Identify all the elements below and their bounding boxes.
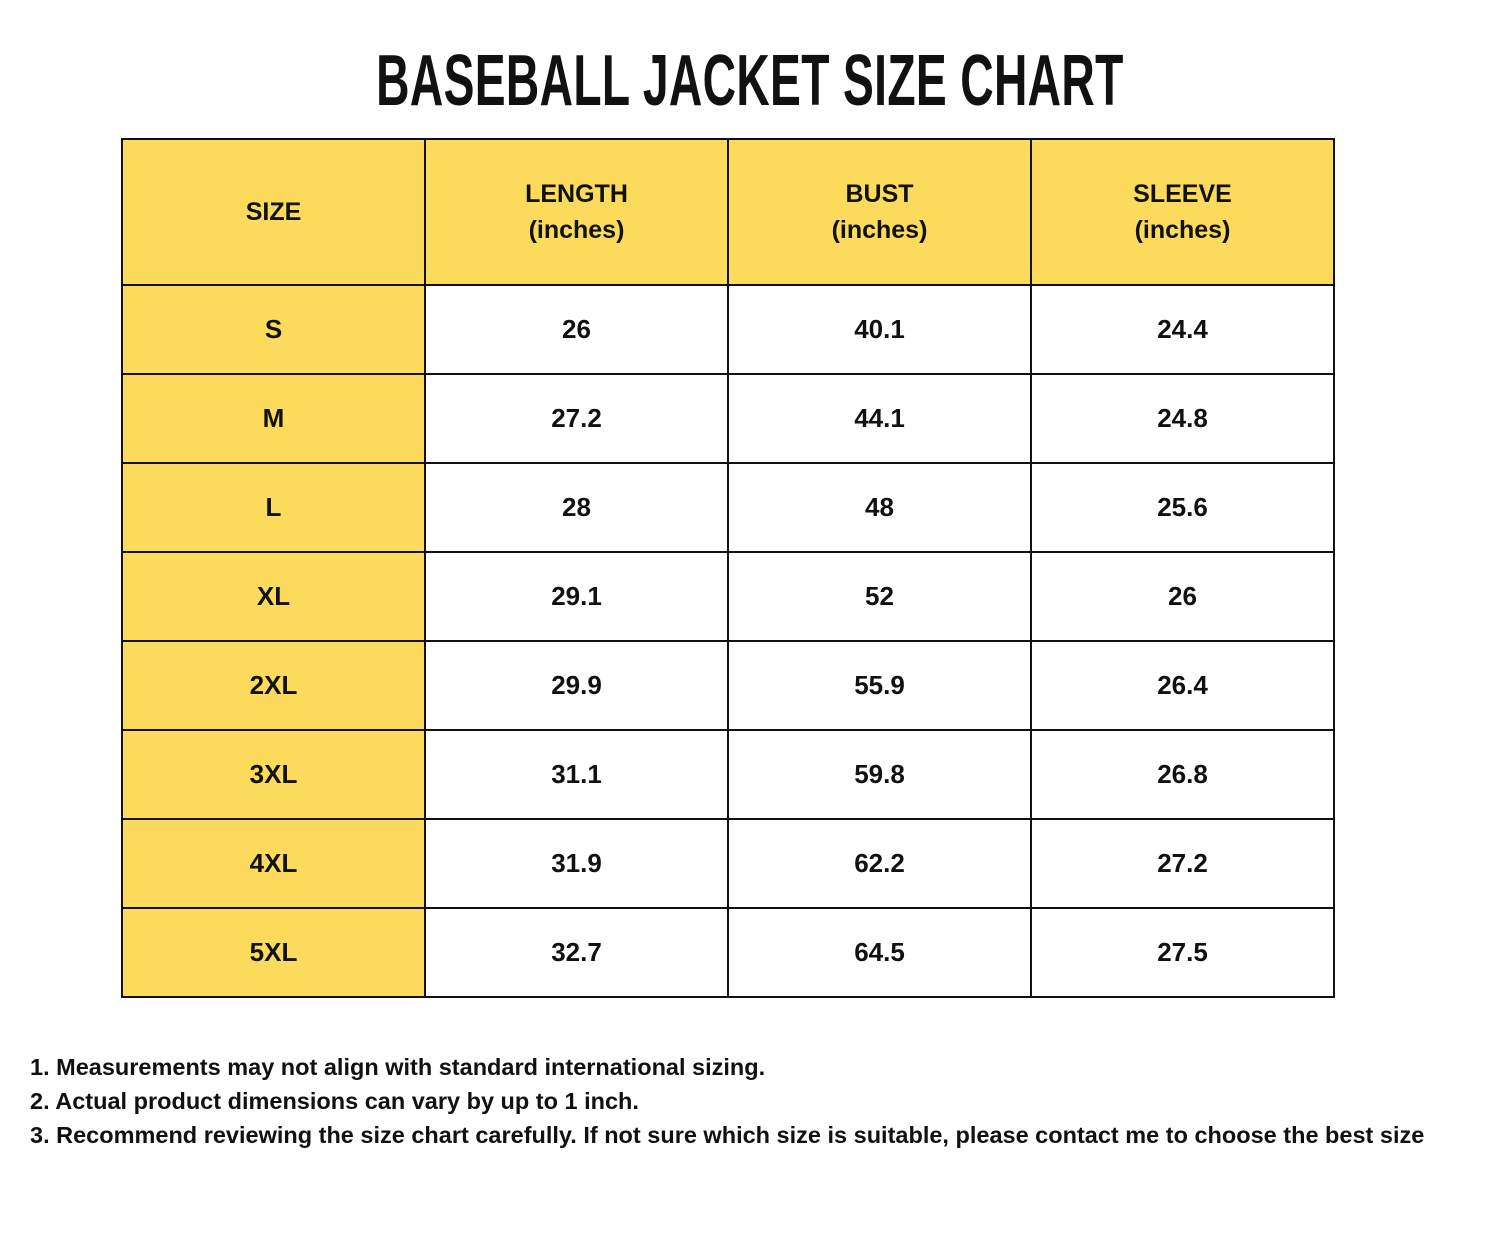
sleeve-value: 25.6 (1030, 462, 1335, 553)
length-value: 31.1 (424, 729, 729, 820)
bust-value: 62.2 (727, 818, 1032, 909)
sleeve-value: 24.4 (1030, 284, 1335, 375)
size-label: M (121, 373, 426, 464)
size-label: 4XL (121, 818, 426, 909)
footnotes: 1. Measurements may not align with stand… (30, 1050, 1500, 1152)
bust-value: 52 (727, 551, 1032, 642)
table-row-m: M 27.2 44.1 24.8 (121, 373, 1335, 464)
table-row-l: L 28 48 25.6 (121, 462, 1335, 553)
header-cell-sleeve: SLEEVE (inches) (1030, 138, 1335, 286)
length-value: 26 (424, 284, 729, 375)
table-row-5xl: 5XL 32.7 64.5 27.5 (121, 907, 1335, 998)
table-row-3xl: 3XL 31.1 59.8 26.8 (121, 729, 1335, 820)
size-label: S (121, 284, 426, 375)
header-label: SIZE (245, 197, 302, 226)
footnote-2: 2. Actual product dimensions can vary by… (30, 1088, 639, 1114)
length-value: 32.7 (424, 907, 729, 998)
length-value: 27.2 (424, 373, 729, 464)
sleeve-value: 24.8 (1030, 373, 1335, 464)
sleeve-value: 27.5 (1030, 907, 1335, 998)
table-body: S 26 40.1 24.4 M 27.2 44.1 24.8 L 28 48 … (121, 284, 1335, 998)
sleeve-value: 27.2 (1030, 818, 1335, 909)
header-row: SIZE LENGTH (inches) BUST (inches) SLEEV… (121, 138, 1335, 286)
header-cell-size: SIZE (121, 138, 426, 286)
table-row-xl: XL 29.1 52 26 (121, 551, 1335, 642)
header-label: LENGTH (525, 179, 628, 208)
size-chart-table: SIZE LENGTH (inches) BUST (inches) SLEEV… (121, 138, 1335, 998)
header-sublabel: (inches) (528, 216, 625, 244)
header-label: BUST (845, 179, 914, 208)
header-cell-length: LENGTH (inches) (424, 138, 729, 286)
table-row-s: S 26 40.1 24.4 (121, 284, 1335, 375)
bust-value: 40.1 (727, 284, 1032, 375)
bust-value: 55.9 (727, 640, 1032, 731)
size-label: 3XL (121, 729, 426, 820)
size-label: 2XL (121, 640, 426, 731)
footnote-1: 1. Measurements may not align with stand… (30, 1054, 766, 1080)
header-sublabel: (inches) (1134, 216, 1231, 244)
length-value: 29.1 (424, 551, 729, 642)
header-label: SLEEVE (1133, 179, 1232, 208)
sleeve-value: 26.8 (1030, 729, 1335, 820)
table-row-4xl: 4XL 31.9 62.2 27.2 (121, 818, 1335, 909)
size-label: XL (121, 551, 426, 642)
header-cell-bust: BUST (inches) (727, 138, 1032, 286)
page-title: BASEBALL JACKET SIZE CHART (0, 38, 1500, 120)
bust-value: 44.1 (727, 373, 1032, 464)
length-value: 29.9 (424, 640, 729, 731)
bust-value: 48 (727, 462, 1032, 553)
table-header: SIZE LENGTH (inches) BUST (inches) SLEEV… (121, 138, 1335, 286)
size-label: 5XL (121, 907, 426, 998)
table-row-2xl: 2XL 29.9 55.9 26.4 (121, 640, 1335, 731)
size-label: L (121, 462, 426, 553)
footnote-3: 3. Recommend reviewing the size chart ca… (30, 1122, 1425, 1148)
length-value: 28 (424, 462, 729, 553)
length-value: 31.9 (424, 818, 729, 909)
header-sublabel: (inches) (831, 216, 928, 244)
bust-value: 64.5 (727, 907, 1032, 998)
sleeve-value: 26.4 (1030, 640, 1335, 731)
bust-value: 59.8 (727, 729, 1032, 820)
page-title-text: BASEBALL JACKET SIZE CHART (376, 39, 1124, 121)
sleeve-value: 26 (1030, 551, 1335, 642)
